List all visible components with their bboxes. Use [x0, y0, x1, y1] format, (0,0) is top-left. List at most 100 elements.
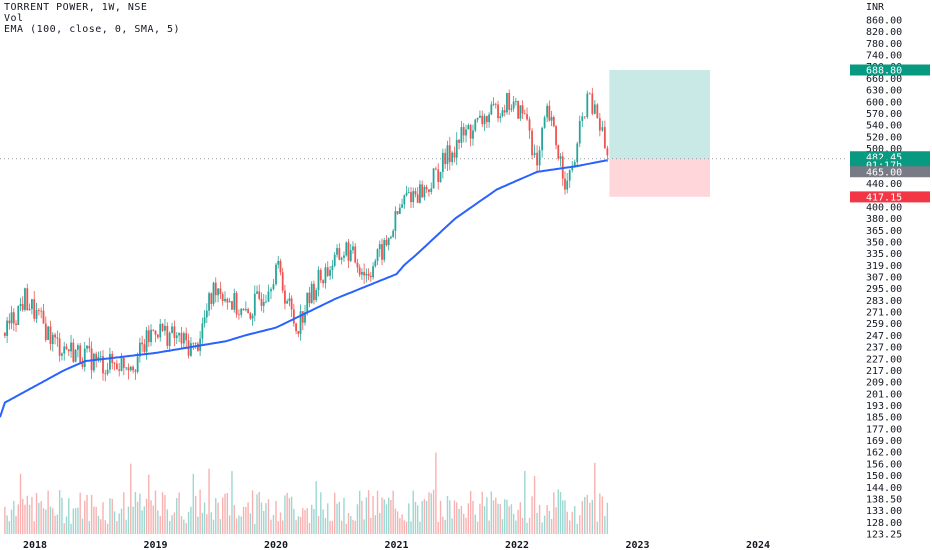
volume-bar — [116, 521, 118, 534]
candle-body — [95, 353, 98, 361]
volume-bar — [555, 507, 557, 534]
y-tick-label: 247.00 — [866, 331, 902, 342]
candle-body — [31, 299, 33, 310]
volume-bar — [495, 497, 497, 534]
volume-bar — [164, 494, 166, 534]
candle-body — [79, 345, 82, 363]
candle-body — [47, 326, 50, 340]
volume-bar — [260, 502, 263, 534]
candle-body — [501, 110, 504, 117]
volume-bar — [456, 502, 458, 534]
volume-bar — [199, 489, 201, 534]
volume-bar — [148, 474, 150, 534]
y-tick-label: 156.00 — [866, 459, 902, 470]
volume-bar — [453, 500, 456, 534]
volume-bar — [358, 490, 361, 534]
candle-body — [387, 238, 390, 246]
volume-label: Vol — [4, 13, 24, 24]
volume-bar — [423, 499, 426, 534]
volume-bar — [367, 490, 370, 534]
volume-bar — [469, 490, 472, 534]
candle-body — [365, 273, 368, 276]
volume-bar — [178, 492, 180, 534]
volume-bar — [288, 498, 291, 534]
candle-body — [33, 299, 36, 319]
candle-body — [361, 271, 363, 275]
volume-bar — [504, 499, 506, 534]
x-tick-label: 2019 — [143, 540, 167, 550]
y-tick-label: 600.00 — [866, 97, 902, 108]
volume-bar — [421, 501, 423, 534]
y-tick-label: 162.00 — [866, 448, 902, 459]
volume-bar — [28, 504, 31, 534]
volume-bar — [492, 500, 495, 534]
volume-bar — [356, 504, 359, 534]
candle-body — [394, 211, 397, 231]
volume-bar — [176, 498, 178, 534]
candle-body — [465, 129, 467, 136]
candle-body — [596, 104, 599, 119]
y-tick-label: 217.00 — [866, 366, 902, 377]
candle-body — [588, 93, 591, 95]
candle-body — [573, 162, 576, 168]
volume-bar — [345, 523, 347, 534]
volume-bar — [401, 514, 403, 534]
volume-bar — [231, 471, 233, 534]
volume-bar — [490, 491, 493, 534]
candle-body — [58, 338, 61, 356]
candle-body — [106, 369, 109, 374]
candle-body — [284, 290, 286, 304]
price-badge — [850, 191, 930, 203]
volume-bar — [15, 515, 17, 534]
y-tick-label: 169.00 — [866, 436, 902, 447]
volume-bar — [284, 495, 286, 534]
candle-body — [233, 293, 236, 310]
volume-bar — [145, 498, 148, 534]
candle-body — [21, 304, 24, 310]
volume-bar — [258, 492, 260, 534]
volume-bar — [564, 500, 566, 534]
candle-body — [262, 301, 265, 306]
volume-bar — [476, 521, 479, 534]
volume-bar — [381, 497, 383, 534]
volume-bar — [501, 519, 504, 534]
y-tick-label: 193.00 — [866, 401, 902, 412]
candle-body — [231, 301, 233, 310]
volume-bar — [254, 523, 256, 534]
candle-body — [86, 345, 88, 349]
candle-body — [185, 333, 188, 341]
volume-bar — [263, 511, 265, 534]
y-tick-label: 128.00 — [866, 518, 902, 529]
candle-body — [301, 311, 304, 323]
candle-body — [432, 168, 435, 189]
candle-body — [469, 125, 472, 139]
y-tick-label: 209.00 — [866, 378, 902, 389]
volume-bar — [352, 519, 354, 534]
volume-bar — [512, 513, 515, 534]
candle-body — [352, 246, 354, 251]
symbol-title: TORRENT POWER, 1W, NSE — [4, 2, 148, 13]
volume-bar — [524, 470, 526, 534]
volume-bar — [159, 515, 161, 534]
volume-bar — [49, 506, 52, 534]
candle-body — [19, 304, 22, 306]
volume-bar — [279, 512, 282, 534]
volume-bar — [217, 502, 219, 534]
volume-bar — [515, 520, 517, 534]
volume-bar — [93, 506, 95, 534]
candle-body — [164, 325, 166, 331]
volume-bar — [313, 508, 315, 534]
candle-body — [403, 195, 406, 205]
candle-body — [125, 367, 128, 369]
volume-bar — [586, 494, 588, 534]
candle-body — [494, 103, 497, 105]
candle-body — [3, 332, 6, 336]
candle-body — [606, 148, 609, 156]
volume-bar — [215, 497, 217, 534]
volume-bar — [17, 504, 19, 534]
volume-bar — [474, 514, 476, 534]
candle-body — [166, 325, 169, 346]
candle-body — [319, 270, 322, 281]
candle-body — [6, 320, 9, 336]
